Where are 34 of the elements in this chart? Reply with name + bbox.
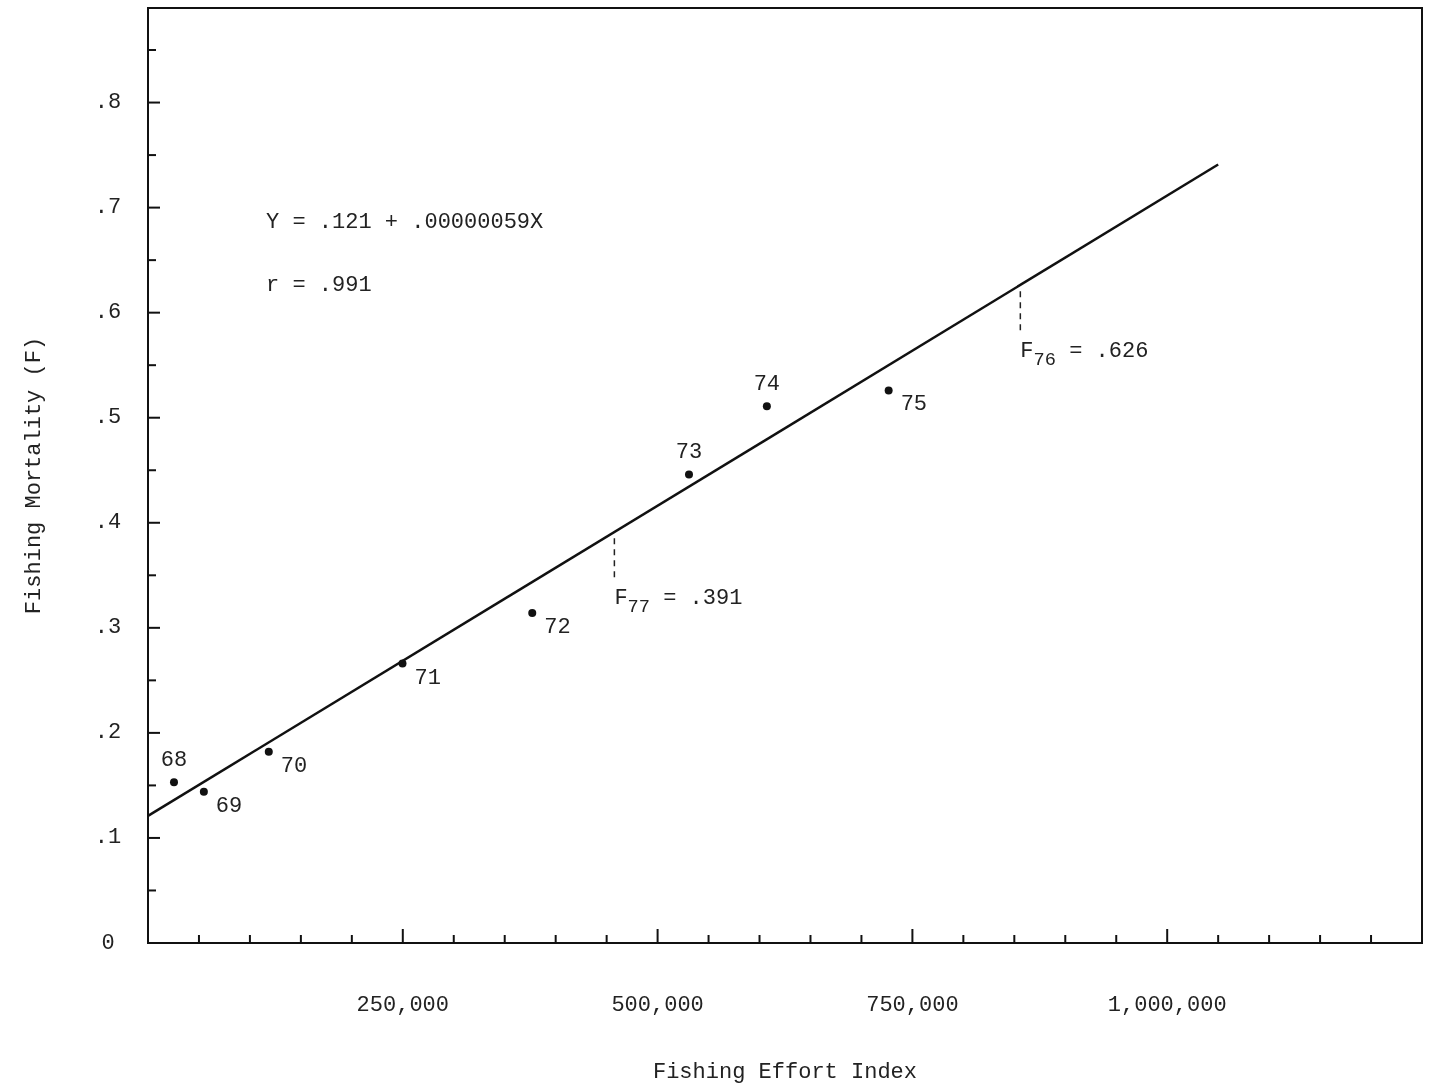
y-tick-label: .7 [94, 195, 122, 221]
x-tick-label: 500,000 [611, 993, 704, 1018]
annotation: F$_{77}$ = .391 [614, 586, 743, 618]
annotation: 71 [414, 665, 441, 691]
y-tick-label: 0 [101, 930, 115, 956]
x-tick-label: 1,000,000 [1107, 993, 1227, 1018]
point [169, 778, 178, 787]
point [264, 747, 273, 756]
point [762, 402, 771, 411]
annotation: 73 [675, 440, 703, 466]
annotation: 75 [900, 392, 928, 418]
annotation: 70 [280, 753, 308, 779]
x-axis-title: Fishing Effort Index [652, 1060, 918, 1085]
annotation: r = .991 [266, 273, 372, 298]
point [684, 470, 693, 479]
point [884, 386, 893, 395]
y-tick-label: .4 [94, 510, 122, 536]
y-tick-label: .6 [94, 300, 122, 326]
annotation: 69 [215, 793, 243, 819]
annotation: 68 [160, 748, 188, 774]
point [199, 787, 208, 796]
y-axis-title: Fishing Mortality (F) [22, 336, 47, 615]
x-tick-label: 750,000 [866, 993, 959, 1018]
annotation: F$_{76}$ = .626 [1020, 339, 1149, 371]
annotation: Y = .121 + .00000059X [266, 210, 544, 235]
y-tick-label: .3 [94, 615, 122, 641]
y-tick-label: .2 [94, 720, 122, 746]
y-tick-label: .5 [94, 405, 122, 431]
y-tick-label: .8 [94, 90, 122, 116]
x-tick-label: 250,000 [356, 993, 450, 1018]
annotation: 74 [753, 372, 781, 398]
annotation: 72 [544, 615, 571, 641]
point [528, 609, 537, 618]
y-tick-label: .1 [94, 825, 122, 851]
